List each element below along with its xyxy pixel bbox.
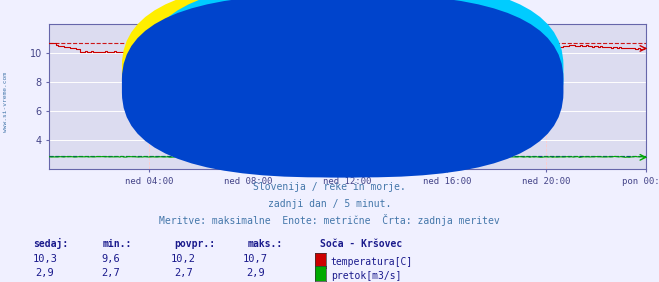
Text: Meritve: maksimalne  Enote: metrične  Črta: zadnja meritev: Meritve: maksimalne Enote: metrične Črta…: [159, 214, 500, 226]
Text: Slovenija / reke in morje.: Slovenija / reke in morje.: [253, 182, 406, 192]
Text: min.:: min.:: [102, 239, 132, 249]
Text: 2,7: 2,7: [101, 268, 120, 278]
Text: maks.:: maks.:: [247, 239, 282, 249]
Text: sedaj:: sedaj:: [33, 238, 68, 249]
Text: www.si-vreme.com: www.si-vreme.com: [221, 96, 474, 120]
Text: 2,9: 2,9: [246, 268, 265, 278]
Text: 2,7: 2,7: [174, 268, 192, 278]
Text: pretok[m3/s]: pretok[m3/s]: [331, 271, 401, 281]
Text: www.si-vreme.com: www.si-vreme.com: [3, 72, 8, 131]
Text: 10,3: 10,3: [32, 254, 57, 264]
Text: zadnji dan / 5 minut.: zadnji dan / 5 minut.: [268, 199, 391, 209]
Text: 2,9: 2,9: [36, 268, 54, 278]
Text: 10,7: 10,7: [243, 254, 268, 264]
Text: 10,2: 10,2: [171, 254, 196, 264]
Text: temperatura[C]: temperatura[C]: [331, 257, 413, 267]
Text: 9,6: 9,6: [101, 254, 120, 264]
Text: Soča - Kršovec: Soča - Kršovec: [320, 239, 402, 249]
Title: Soča - Kršovec: Soča - Kršovec: [292, 10, 403, 23]
Text: povpr.:: povpr.:: [175, 239, 215, 249]
